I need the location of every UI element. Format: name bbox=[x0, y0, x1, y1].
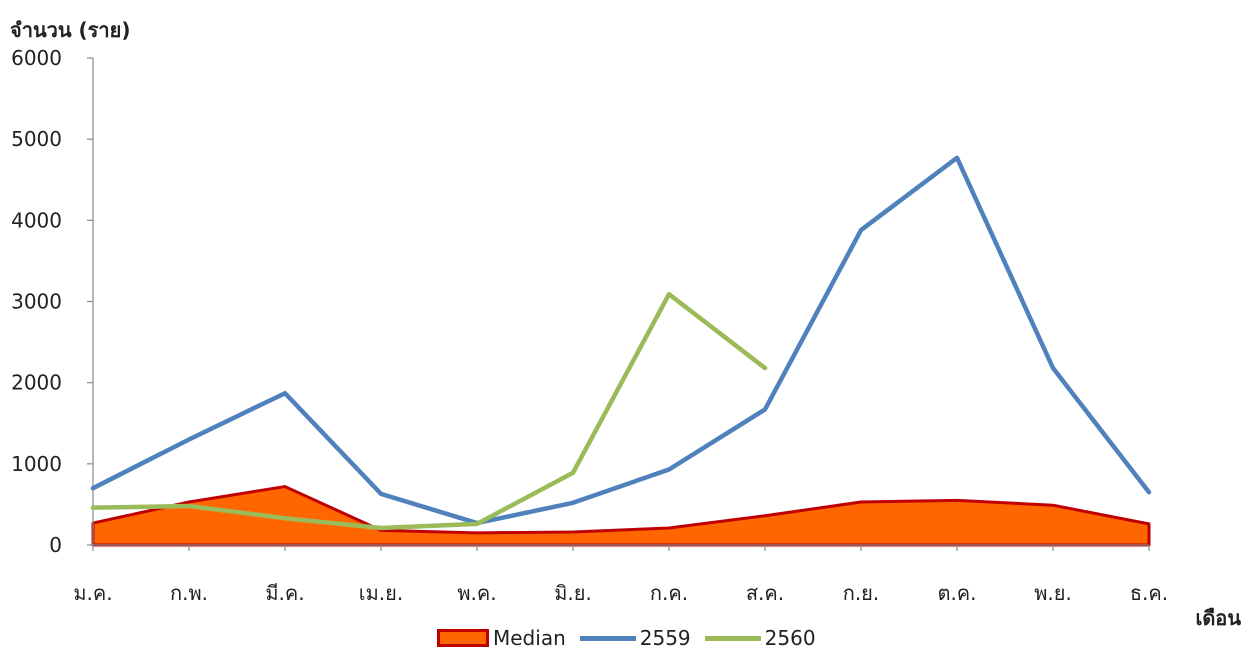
y-tick-label: 0 bbox=[49, 533, 62, 557]
series-line-2559 bbox=[90, 155, 1152, 526]
x-tick-label: มิ.ย. bbox=[554, 581, 592, 605]
legend-swatch-median bbox=[437, 629, 489, 647]
x-tick-label: ก.ย. bbox=[843, 581, 880, 605]
legend-item-2559: 2559 bbox=[579, 626, 691, 650]
x-tick-label: ก.ค. bbox=[650, 581, 688, 605]
median-area bbox=[91, 485, 1151, 547]
legend-label-2559: 2559 bbox=[639, 626, 691, 650]
legend-swatch-2559 bbox=[579, 635, 636, 641]
legend: Median 2559 2560 bbox=[437, 626, 824, 650]
x-tick-label: มี.ค. bbox=[265, 581, 304, 605]
y-tick-label: 5000 bbox=[11, 127, 62, 151]
x-tick-label: เม.ย. bbox=[359, 581, 403, 605]
x-tick-label: ส.ค. bbox=[746, 581, 784, 605]
legend-label-median: Median bbox=[493, 626, 566, 650]
x-tick-label: ก.พ. bbox=[170, 581, 208, 605]
legend-item-median: Median bbox=[437, 626, 566, 650]
y-tick-label: 4000 bbox=[11, 208, 62, 232]
y-axis-title: จำนวน (ราย) bbox=[10, 18, 131, 42]
legend-item-2560: 2560 bbox=[704, 626, 816, 650]
x-tick-label: ม.ค. bbox=[73, 581, 112, 605]
x-axis-title: เดือน bbox=[1195, 606, 1241, 630]
y-tick-label: 3000 bbox=[11, 290, 62, 314]
x-tick-label: ธ.ค. bbox=[1130, 581, 1168, 605]
legend-swatch-2560 bbox=[704, 635, 761, 641]
x-tick-label: พ.ค. bbox=[457, 581, 496, 605]
legend-label-2560: 2560 bbox=[764, 626, 816, 650]
series-line-2560 bbox=[90, 291, 768, 531]
y-tick-label: 1000 bbox=[11, 452, 62, 476]
x-tick-label: พ.ย. bbox=[1034, 581, 1072, 605]
y-tick-label: 2000 bbox=[11, 371, 62, 395]
x-tick-label: ต.ค. bbox=[937, 581, 976, 605]
y-tick-label: 6000 bbox=[11, 46, 62, 70]
